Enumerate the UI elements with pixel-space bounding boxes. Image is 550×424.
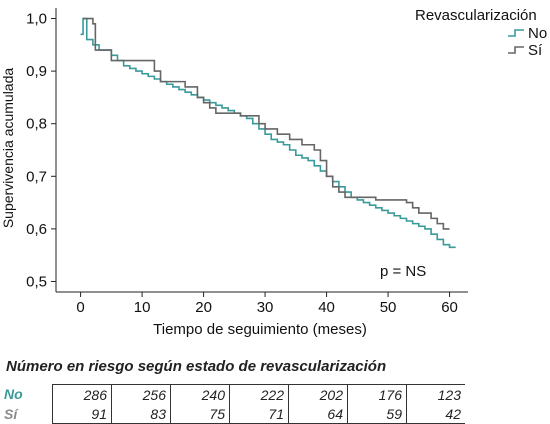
legend-swatch bbox=[508, 29, 524, 37]
risk-cell: 83 bbox=[111, 404, 171, 424]
risk-cell: 91 bbox=[52, 404, 112, 424]
risk-cell: 59 bbox=[347, 404, 407, 424]
series-line-si bbox=[83, 17, 450, 230]
y-tick-label: 0,7 bbox=[26, 168, 47, 185]
risk-cell: 256 bbox=[111, 384, 171, 404]
risk-row-label: Sí bbox=[4, 405, 18, 422]
y-tick-label: 0,5 bbox=[26, 273, 47, 290]
risk-cell: 75 bbox=[170, 404, 230, 424]
y-tick-label: 0,6 bbox=[26, 221, 47, 238]
risk-cell: 286 bbox=[52, 384, 112, 404]
legend-title: Revascularización bbox=[415, 7, 537, 24]
x-tick-label: 40 bbox=[318, 299, 335, 316]
x-tick-label: 20 bbox=[195, 299, 212, 316]
legend-swatch bbox=[508, 46, 524, 54]
x-tick-label: 60 bbox=[441, 299, 458, 316]
risk-table: No 286 256 240 222 202 176 123 Sí 91 83 … bbox=[4, 384, 465, 424]
risk-table-title: Número en riesgo según estado de revascu… bbox=[6, 358, 387, 375]
x-tick-label: 0 bbox=[76, 299, 84, 316]
legend-label: Sí bbox=[528, 42, 543, 59]
risk-cell: 42 bbox=[406, 404, 465, 424]
series-layer bbox=[80, 17, 456, 249]
x-tick-label: 50 bbox=[380, 299, 397, 316]
risk-row-si: Sí 91 83 75 71 64 59 42 bbox=[4, 404, 465, 424]
x-axis-label: Tiempo de seguimiento (meses) bbox=[153, 321, 367, 338]
x-tick-label: 30 bbox=[257, 299, 274, 316]
risk-cell: 222 bbox=[229, 384, 289, 404]
risk-cell: 240 bbox=[170, 384, 230, 404]
x-tick-label: 10 bbox=[134, 299, 151, 316]
chart-axes: 0,5 0,6 0,7 0,8 0,9 1,0 0 10 20 30 40 50 60 bbox=[26, 8, 468, 316]
series-line-no bbox=[80, 17, 456, 249]
risk-cell: 64 bbox=[288, 404, 348, 424]
risk-cell: 202 bbox=[288, 384, 348, 404]
y-tick-label: 0,9 bbox=[26, 63, 47, 80]
y-axis-label: Supervivencia acumulada bbox=[0, 68, 16, 229]
risk-cell: 123 bbox=[406, 384, 465, 404]
risk-row-label: No bbox=[4, 386, 23, 403]
risk-cell: 176 bbox=[347, 384, 407, 404]
risk-row-no: No 286 256 240 222 202 176 123 bbox=[4, 384, 465, 404]
risk-cell: 71 bbox=[229, 404, 289, 424]
y-tick-label: 0,8 bbox=[26, 116, 47, 133]
legend-label: No bbox=[528, 25, 547, 42]
p-value-annotation: p = NS bbox=[380, 263, 426, 280]
y-tick-label: 1,0 bbox=[26, 11, 47, 28]
